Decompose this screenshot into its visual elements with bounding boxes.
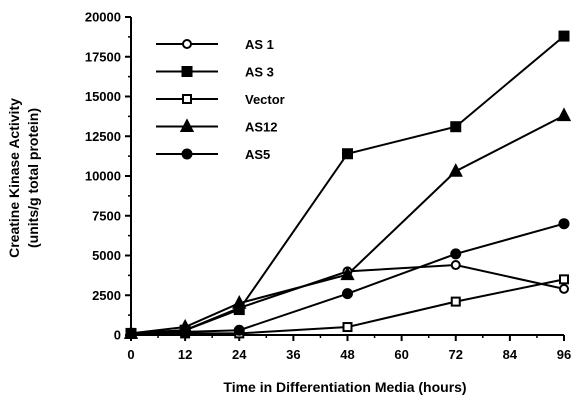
data-point-as5 [125, 327, 137, 339]
x-tick-label: 12 [178, 347, 192, 362]
x-tick-label: 48 [340, 347, 354, 362]
chart-axes: 0 2500 5000 7500 10000 12500 15000 17500 20000 0 1… [85, 10, 571, 363]
legend-label-as-3: AS 3 [245, 65, 274, 80]
y-axis-title-line2: (units/g total protein) [25, 108, 41, 248]
legend-marker-as5 [181, 148, 193, 160]
series-line-as12 [130, 114, 565, 335]
data-point-as-3 [558, 30, 570, 42]
data-point-as-3 [450, 121, 462, 133]
series-markers [123, 30, 572, 339]
data-point-vector [559, 274, 569, 285]
legend-label-as5: AS5 [245, 147, 270, 162]
data-point-as-1 [450, 260, 461, 271]
legend-marker-as-1 [182, 39, 192, 49]
series-lines [130, 35, 565, 335]
data-point-as5 [179, 326, 191, 338]
x-tick-label: 0 [127, 347, 134, 362]
legend-marker-as12 [179, 118, 195, 132]
y-tick-label: 12500 [85, 129, 121, 144]
legend-label-vector: Vector [245, 92, 285, 107]
data-point-as-3 [342, 148, 353, 160]
y-axis-title-line1: Creatine Kinase Activity [6, 98, 22, 258]
data-point-as5 [233, 324, 245, 336]
legend-label-as12: AS12 [245, 120, 278, 135]
y-tick-label: 20000 [85, 10, 121, 25]
x-tick-label: 36 [286, 347, 300, 362]
data-point-as5 [342, 288, 353, 300]
y-tick-label: 17500 [85, 49, 121, 64]
data-point-as12 [556, 107, 572, 122]
y-tick-label: 2500 [92, 288, 121, 303]
data-point-as12 [340, 266, 355, 281]
data-point-as5 [558, 218, 570, 230]
x-tick-label: 72 [449, 347, 463, 362]
data-point-as-1 [559, 283, 569, 294]
data-point-as12 [232, 295, 247, 309]
x-axis-title: Time in Differentiation Media (hours) [223, 379, 466, 395]
y-tick-label: 15000 [85, 89, 121, 104]
legend-marker-as-3 [181, 66, 193, 77]
series-line-as5 [130, 222, 565, 335]
y-tick-label: 0 [114, 328, 121, 343]
y-tick-label: 7500 [92, 208, 121, 223]
data-point-vector [342, 322, 353, 333]
x-tick-label: 60 [394, 347, 408, 362]
series-line-as-3 [130, 35, 565, 335]
chart-legend: AS 1 AS 3 Vector AS12 AS5 [156, 37, 285, 162]
y-tick-label: 10000 [85, 169, 121, 184]
data-point-as12 [448, 163, 463, 177]
x-tick-label: 96 [557, 347, 571, 362]
x-tick-label: 24 [232, 347, 247, 362]
legend-marker-vector [182, 94, 192, 104]
x-tick-label: 84 [503, 347, 518, 362]
y-tick-label: 5000 [92, 248, 121, 263]
data-point-vector [450, 296, 461, 307]
series-line-vector [131, 278, 565, 335]
legend-label-as-1: AS 1 [245, 37, 274, 52]
data-point-as5 [450, 248, 462, 260]
